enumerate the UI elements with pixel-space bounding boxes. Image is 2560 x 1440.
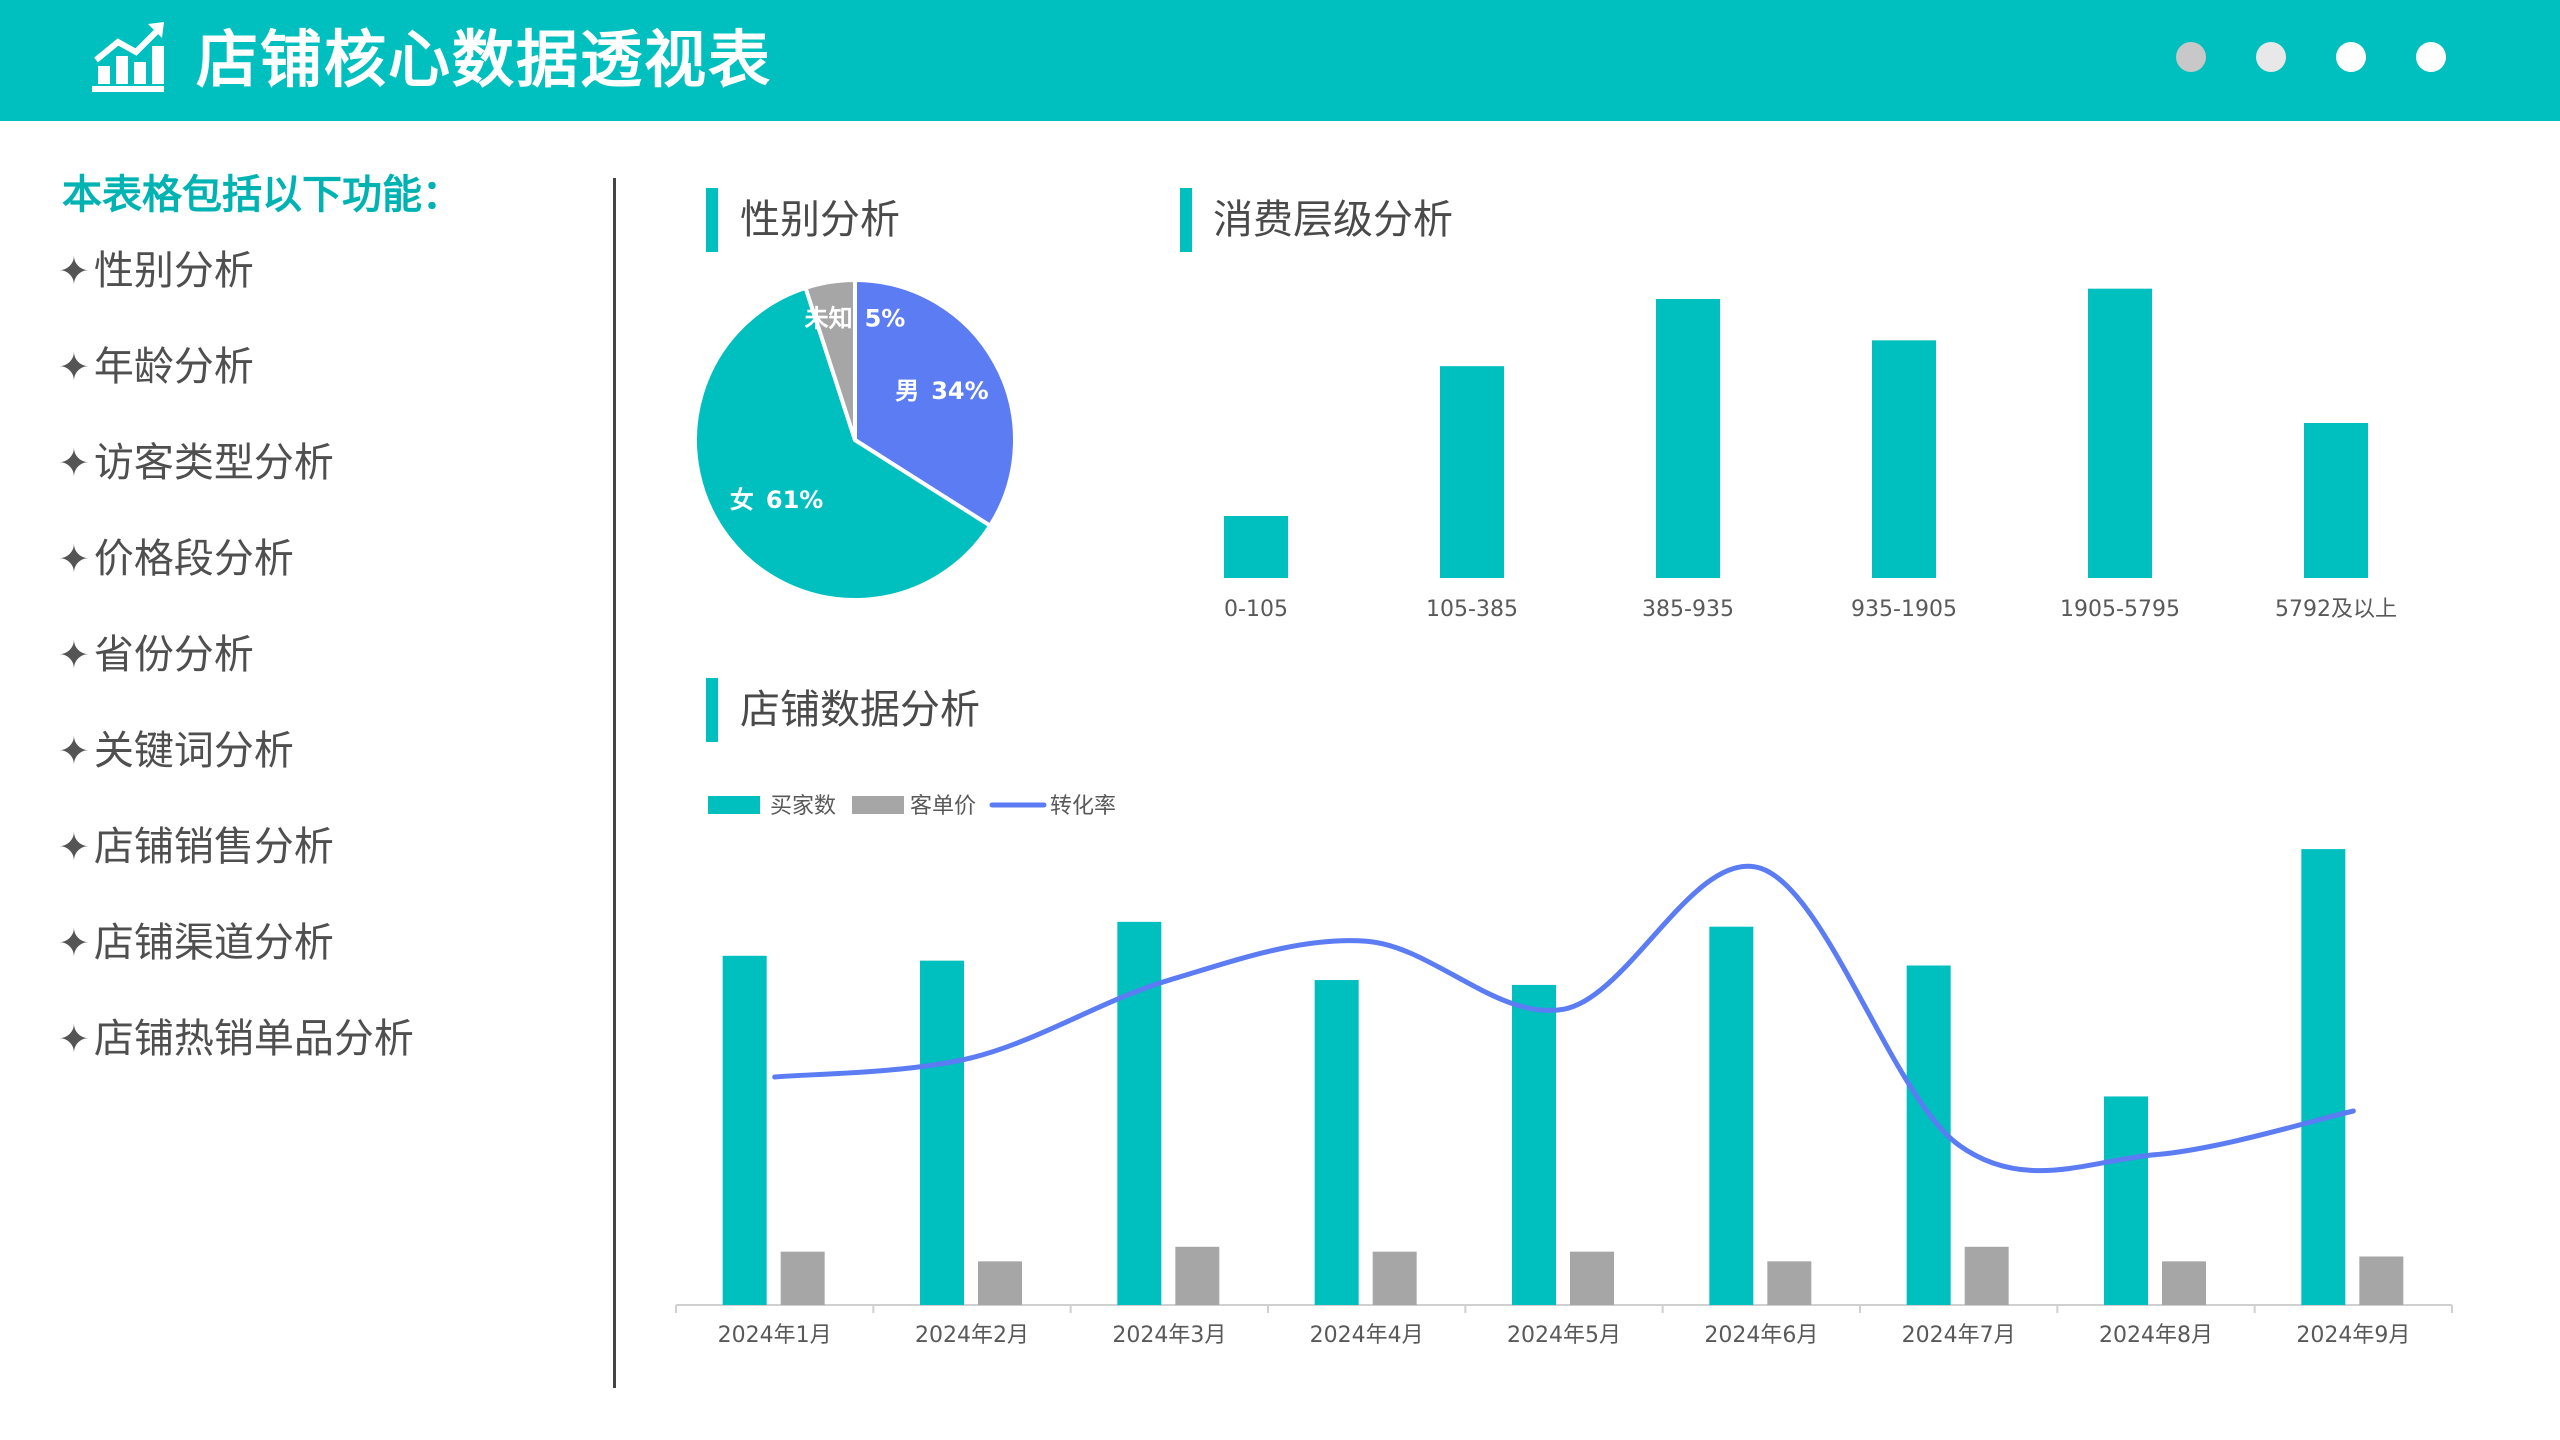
feature-item-label: 关键词分析 [93,728,294,774]
legend-label-conversion: 转化率 [1050,794,1116,819]
feature-item: ✦ 性别分析 [58,238,254,296]
unit-price-bar [1767,1261,1812,1305]
pie-label-name: 未知 [805,305,853,333]
legend-swatch-unit-price [852,796,904,814]
star-bullet-icon: ✦ [58,345,90,389]
buyers-bar [920,960,964,1305]
feature-item: ✦ 省份分析 [58,622,254,680]
pie-label-pct: 5% [865,305,906,333]
feature-item: ✦ 店铺销售分析 [58,814,334,872]
level-axis-label: 0-105 [1224,597,1288,622]
pie-data-label: 未知 5% [805,305,906,333]
legend-label-unit-price: 客单价 [910,794,976,819]
month-axis-label: 2024年9月 [2296,1323,2410,1348]
buyers-bar [1314,980,1359,1305]
buyers-bar [1117,921,1162,1305]
level-axis-label: 105-385 [1426,597,1518,622]
pie-label-pct: 61% [766,486,823,514]
level-axis-label: 385-935 [1642,597,1734,622]
star-bullet-icon: ✦ [58,1017,90,1061]
unit-price-bar [1964,1246,2009,1305]
level-axis-label: 5792及以上 [2275,597,2397,622]
section-title-gender: 性别分析 [740,197,900,243]
unit-price-bar [1372,1251,1417,1305]
unit-price-bar [978,1261,1022,1305]
feature-item-label: 店铺销售分析 [93,824,334,870]
unit-price-bar [1570,1251,1614,1305]
nav-dot-2[interactable] [2256,42,2286,72]
star-bullet-icon: ✦ [58,249,90,293]
feature-item-label: 年龄分析 [93,344,254,390]
star-bullet-icon: ✦ [58,729,90,773]
month-axis-label: 2024年3月 [1112,1323,1226,1348]
month-axis-label: 2024年7月 [1902,1323,2016,1348]
header-bar: 店铺核心数据透视表 [0,0,2560,121]
level-bar [2088,288,2152,578]
unit-price-bar [2359,1256,2404,1305]
feature-item: ✦ 年龄分析 [58,334,254,392]
star-bullet-icon: ✦ [58,825,90,869]
month-axis-label: 2024年6月 [1704,1323,1818,1348]
star-bullet-icon: ✦ [58,633,90,677]
feature-item-label: 省份分析 [93,632,254,678]
feature-item: ✦ 价格段分析 [58,526,294,584]
pie-slice [803,277,857,441]
section-title-level: 消费层级分析 [1213,197,1453,243]
legend-swatch-buyers [708,796,760,814]
pie-label-name: 女 [730,486,754,514]
buyers-bar [722,955,767,1305]
star-bullet-icon: ✦ [58,537,90,581]
nav-dot-3[interactable] [2336,42,2366,72]
pie-slice [853,277,1017,529]
nav-dot-1[interactable] [2176,42,2206,72]
unit-price-bar [2162,1261,2206,1305]
level-bar [1224,516,1288,578]
level-bar [1440,366,1504,578]
level-bar [1872,340,1936,578]
buyers-bar [1906,965,1951,1305]
pie-data-label: 女 61% [730,486,823,514]
buyers-bar [2301,849,2346,1305]
buyers-bar [1512,984,1556,1305]
section-marker-store [706,678,718,742]
month-axis-label: 2024年2月 [915,1323,1029,1348]
unit-price-bar [1175,1246,1220,1305]
chart-growth-icon [92,22,164,92]
page-title: 店铺核心数据透视表 [196,23,773,96]
pie-label-name: 男 [895,377,919,405]
feature-item: ✦ 店铺热销单品分析 [58,1006,414,1064]
level-bar [2304,423,2368,578]
unit-price-bar [780,1251,825,1305]
legend-label-buyers: 买家数 [770,794,836,819]
month-axis-label: 2024年1月 [718,1323,832,1348]
month-axis-label: 2024年8月 [2099,1323,2213,1348]
feature-item-label: 店铺热销单品分析 [93,1016,414,1062]
level-axis-label: 935-1905 [1851,597,1957,622]
pie-slice [693,285,993,602]
pie-label-pct: 34% [931,377,988,405]
section-marker-gender [706,188,718,252]
section-marker-level [1180,188,1192,252]
pie-data-label: 男 34% [895,377,988,405]
feature-list-title: 本表格包括以下功能： [62,172,462,218]
feature-item: ✦ 店铺渠道分析 [58,910,334,968]
feature-item-label: 价格段分析 [93,536,294,582]
feature-item-label: 访客类型分析 [93,440,334,486]
section-title-store: 店铺数据分析 [740,687,980,733]
level-bar [1656,299,1720,578]
level-axis-label: 1905-5795 [2060,597,2180,622]
vertical-divider [613,178,616,1388]
buyers-bar [1709,926,1754,1305]
month-axis-label: 2024年4月 [1310,1323,1424,1348]
feature-item-label: 性别分析 [93,248,254,294]
nav-dot-4[interactable] [2416,42,2446,72]
feature-item: ✦ 访客类型分析 [58,430,334,488]
star-bullet-icon: ✦ [58,441,90,485]
conversion-rate-line [772,863,2356,1174]
month-axis-label: 2024年5月 [1507,1323,1621,1348]
buyers-bar [2104,1096,2148,1305]
feature-item: ✦ 关键词分析 [58,718,294,776]
star-bullet-icon: ✦ [58,921,90,965]
feature-item-label: 店铺渠道分析 [93,920,334,966]
